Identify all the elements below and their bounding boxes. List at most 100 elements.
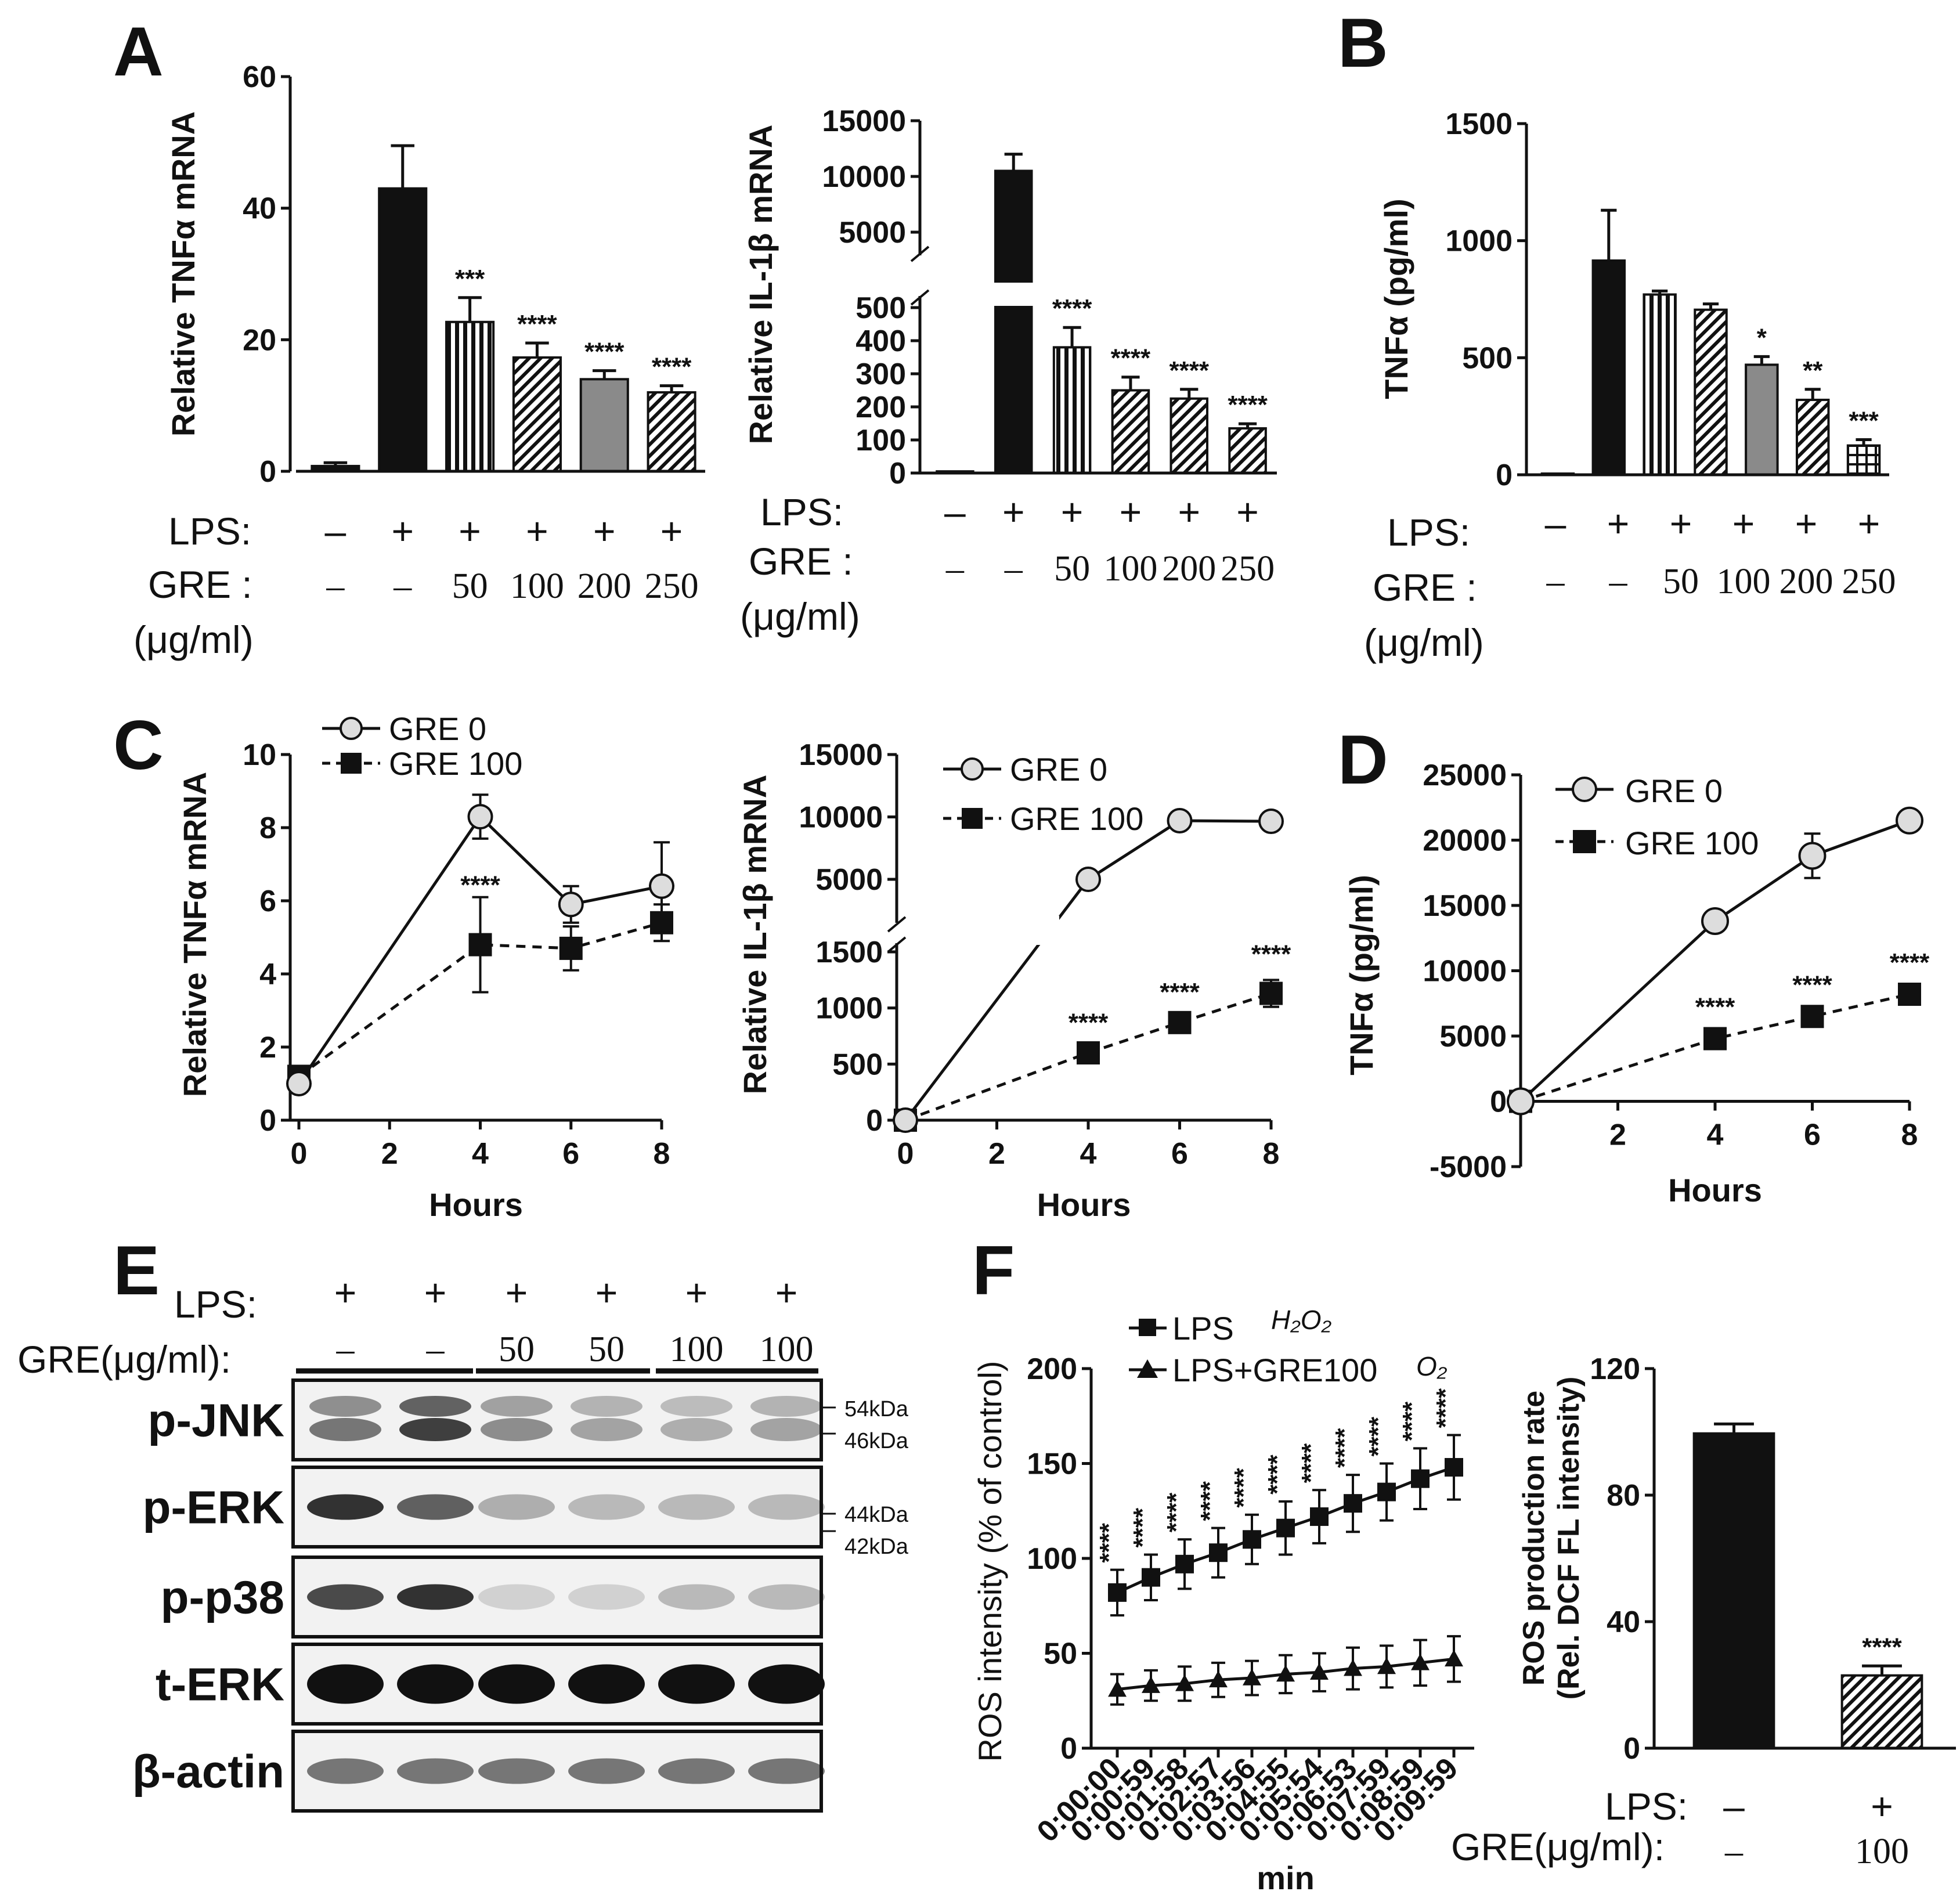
b-lps-cond: +	[1732, 502, 1755, 545]
f1-lps-gre-point	[1445, 1650, 1463, 1667]
wb-lane-headers: + + + + + + – – 50 50 100 100	[296, 1271, 818, 1374]
F2-bar	[1692, 1432, 1775, 1750]
b-gre-cond: 100	[1717, 562, 1771, 601]
c2-gre100-point	[1168, 1010, 1192, 1034]
d-x-tick-label: 4	[1707, 1118, 1724, 1152]
A1-bar	[647, 391, 696, 472]
e-gre-label: GRE(μg/ml):	[17, 1338, 231, 1381]
wb-lps-sign: +	[334, 1271, 357, 1314]
wb-band	[397, 1584, 474, 1610]
f1-lps-point	[1175, 1554, 1194, 1573]
f1-lps-point	[1310, 1507, 1329, 1526]
a2-y-tick-label: 500	[856, 291, 906, 325]
d-sig-label: ****	[1890, 948, 1930, 977]
a2-lps-cond: +	[1002, 490, 1025, 533]
wb-band	[568, 1494, 645, 1520]
a1-lps-cond: +	[526, 510, 548, 553]
d-gre100-point	[1898, 983, 1921, 1006]
f1-y-label: ROS intensity (% of control)	[972, 1361, 1008, 1762]
a2-bar-break-gap	[990, 283, 1037, 306]
a2-y-tick-label: 300	[856, 358, 906, 391]
legend-f1-lps: LPS	[1172, 1310, 1234, 1347]
wb-band	[399, 1396, 471, 1417]
c2-y-tick-label: 1000	[815, 992, 883, 1026]
wb-band	[571, 1396, 642, 1417]
wb-band	[478, 1584, 555, 1610]
d-gre100-point	[1800, 1005, 1824, 1028]
f1-sig-label: ****	[1364, 1416, 1392, 1456]
b-units-label: (μg/ml)	[1364, 621, 1484, 664]
c2-y-tick-label: 5000	[815, 863, 883, 897]
panel-label-c: C	[113, 706, 164, 784]
a1-y-tick-label: 0	[259, 455, 276, 489]
wb-band	[748, 1494, 825, 1520]
a2-gre-cond: 100	[1103, 549, 1157, 589]
d-x-tick-label: 2	[1609, 1118, 1626, 1152]
c1-x-tick-label: 4	[472, 1137, 489, 1171]
B-bar	[1694, 308, 1728, 477]
panel-label-d: D	[1338, 721, 1388, 799]
B-sig-label: **	[1803, 356, 1823, 385]
f1-y-tick-label: 200	[1027, 1352, 1077, 1386]
A1-sig-label: ***	[455, 265, 485, 293]
a2-y-tick-label: 200	[856, 391, 906, 424]
F2-bar	[1840, 1674, 1923, 1749]
b-lps-cond: +	[1795, 502, 1818, 545]
c2-y-tick-label: 1500	[815, 936, 883, 969]
d-y-tick-label: 25000	[1423, 759, 1507, 792]
d-x-label: Hours	[1668, 1172, 1762, 1208]
A2-bar	[994, 169, 1033, 474]
c1-y-tick-label: 0	[259, 1104, 276, 1138]
wb-band-label: β-actin	[132, 1746, 284, 1798]
f1-y-tick-label: 50	[1044, 1637, 1077, 1671]
c1-y-tick-label: 6	[259, 885, 276, 918]
c1-x-tick-label: 6	[562, 1137, 579, 1171]
b-gre-cond: –	[1546, 562, 1565, 601]
c2-line-break-gap	[1027, 916, 1059, 945]
wb-band-label: p-JNK	[147, 1395, 284, 1446]
wb-gre-dose: –	[426, 1330, 445, 1369]
A2-bar	[1228, 427, 1267, 474]
kda-54: 54kDa	[844, 1397, 909, 1421]
d-y-label: TNFα (pg/ml)	[1343, 875, 1380, 1075]
B-bar	[1591, 259, 1626, 476]
b-gre-cond: 200	[1779, 562, 1833, 601]
A2-bar	[1169, 397, 1209, 474]
c1-x-label: Hours	[429, 1186, 523, 1223]
a2-y-tick-label: 100	[856, 424, 906, 457]
a2-lps-cond: –	[944, 490, 966, 533]
f2-y-label: ROS production rate	[1517, 1391, 1551, 1686]
c2-y-tick-label: 15000	[799, 738, 883, 772]
c2-x-tick-label: 0	[897, 1137, 914, 1171]
f1-sig-label: ****	[1128, 1507, 1157, 1547]
c2-x-tick-label: 6	[1171, 1137, 1188, 1171]
f1-lps-gre-point	[1209, 1670, 1228, 1688]
wb-gre-dose: –	[336, 1330, 355, 1369]
c1-gre0-point	[286, 1071, 312, 1096]
f2-y-tick-label: 80	[1607, 1479, 1640, 1513]
a1-units-label: (μg/ml)	[133, 618, 254, 661]
f2b-y-label: (Rel. DCF FL intensity)	[1552, 1377, 1586, 1700]
legend-f1-o2: O₂	[1416, 1351, 1448, 1381]
A2-sig-label: ****	[1052, 294, 1092, 323]
c1-gre100-point	[468, 933, 492, 957]
b-lps-cond: +	[1670, 502, 1692, 545]
b-y-tick-label: 1000	[1445, 225, 1513, 258]
f1-lps-point	[1377, 1482, 1396, 1502]
a1-y-label: Relative TNFα mRNA	[165, 111, 201, 436]
B-sig-label: *	[1757, 323, 1767, 352]
wb-band	[481, 1418, 553, 1441]
c2-gre0-point	[1258, 809, 1284, 835]
legend-f1-lps-gre: LPS+GRE100	[1172, 1352, 1377, 1388]
d-x-tick-label: 6	[1804, 1118, 1821, 1152]
f1-y-tick-label: 150	[1027, 1448, 1077, 1481]
A1-bar	[579, 378, 629, 472]
b-gre-cond: 50	[1663, 562, 1699, 601]
f2-y-tick-label: 120	[1590, 1352, 1640, 1386]
wb-band	[660, 1418, 732, 1441]
a1-gre-cond: –	[326, 566, 345, 606]
f1-lps-point	[1411, 1469, 1430, 1488]
A1-bar	[378, 187, 428, 472]
a1-y-tick-label: 40	[243, 192, 276, 226]
